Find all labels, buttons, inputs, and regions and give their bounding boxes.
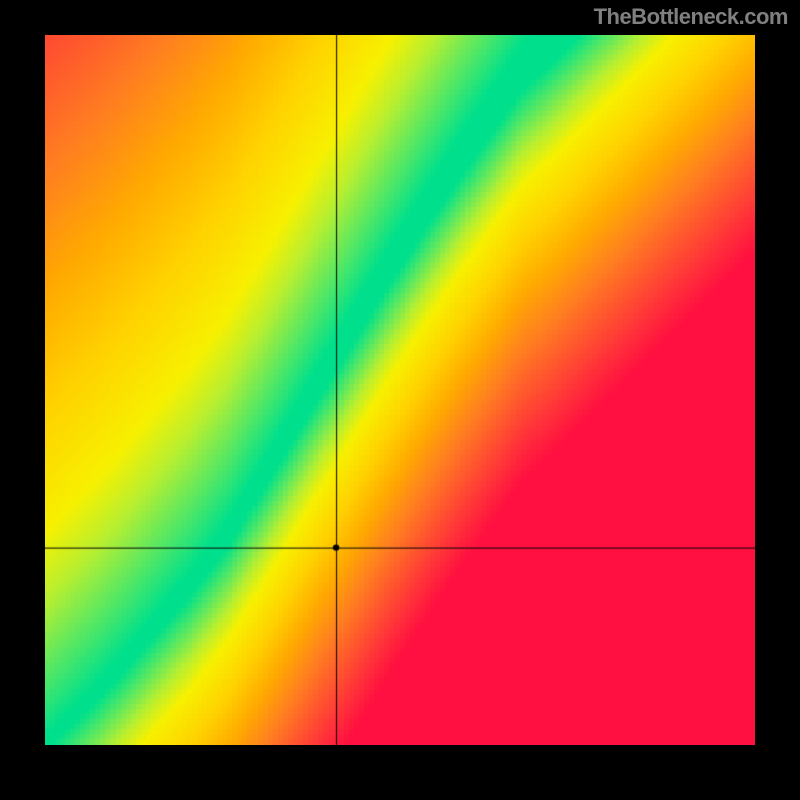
chart-container: TheBottleneck.com: [0, 0, 800, 800]
watermark-text: TheBottleneck.com: [594, 4, 788, 30]
heatmap-canvas: [45, 35, 755, 745]
